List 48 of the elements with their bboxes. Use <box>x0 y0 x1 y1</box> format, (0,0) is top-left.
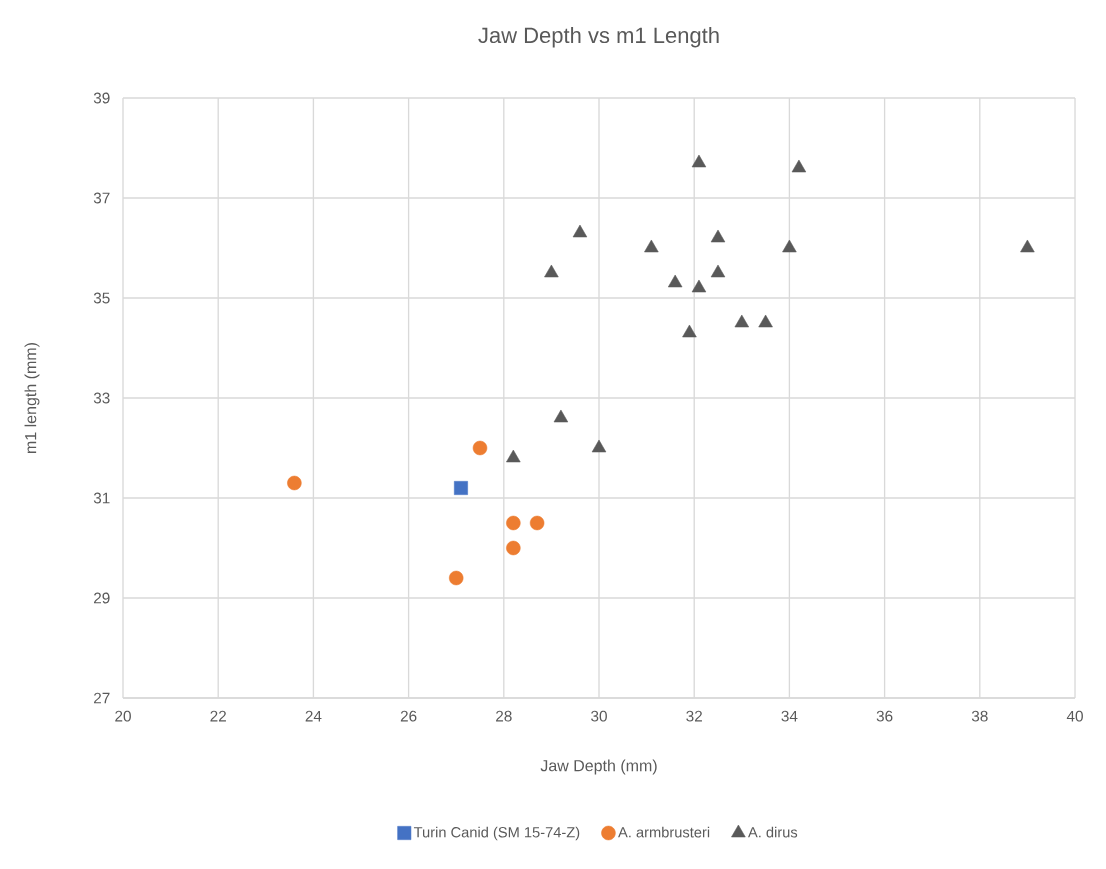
legend-label: A. dirus <box>748 826 798 838</box>
legend-label: Turin Canid (SM 15-74-Z) <box>413 826 580 841</box>
point <box>506 515 521 531</box>
x-tick-label: 30 <box>591 710 607 722</box>
point <box>506 449 521 463</box>
y-tick-label: 31 <box>93 492 110 504</box>
x-tick-label: 20 <box>115 710 131 722</box>
x-tick-label: 38 <box>971 710 988 722</box>
point <box>667 274 683 288</box>
point <box>791 159 807 173</box>
point <box>553 409 569 423</box>
point <box>472 440 488 456</box>
y-tick-label: 27 <box>94 692 110 704</box>
y-tick-label: 37 <box>93 192 110 204</box>
point <box>710 229 726 243</box>
y-tick-label: 39 <box>93 92 110 104</box>
point <box>691 154 707 168</box>
x-tick-label: 22 <box>210 710 226 722</box>
point <box>506 540 521 556</box>
point <box>691 279 707 293</box>
point <box>782 239 797 253</box>
x-tick-label: 36 <box>876 710 893 722</box>
x-tick-label: 28 <box>496 710 512 722</box>
point <box>758 314 773 328</box>
y-tick-label: 29 <box>94 592 110 604</box>
x-tick-label: 34 <box>781 710 798 722</box>
y-tick-label: 33 <box>93 392 110 404</box>
y-axis-title: m1 length (mm) <box>24 343 40 453</box>
point <box>572 224 588 238</box>
x-tick-label: 24 <box>305 710 322 722</box>
x-tick-label: 40 <box>1066 710 1083 722</box>
y-tick-label: 35 <box>93 292 110 304</box>
point <box>1020 239 1035 253</box>
x-tick-label: 32 <box>686 710 702 722</box>
point <box>454 481 468 495</box>
point <box>734 314 749 328</box>
point <box>682 324 697 338</box>
chart-title: Jaw Depth vs m1 Length <box>478 26 719 48</box>
point <box>287 475 302 491</box>
x-tick-label: 26 <box>400 710 417 722</box>
point <box>644 239 659 253</box>
point <box>591 439 607 453</box>
point <box>529 515 545 531</box>
legend-label: A. armbrusteri <box>618 826 710 838</box>
point <box>544 264 559 278</box>
point <box>449 570 464 586</box>
x-axis-title: Jaw Depth (mm) <box>540 759 657 775</box>
point <box>710 264 726 278</box>
